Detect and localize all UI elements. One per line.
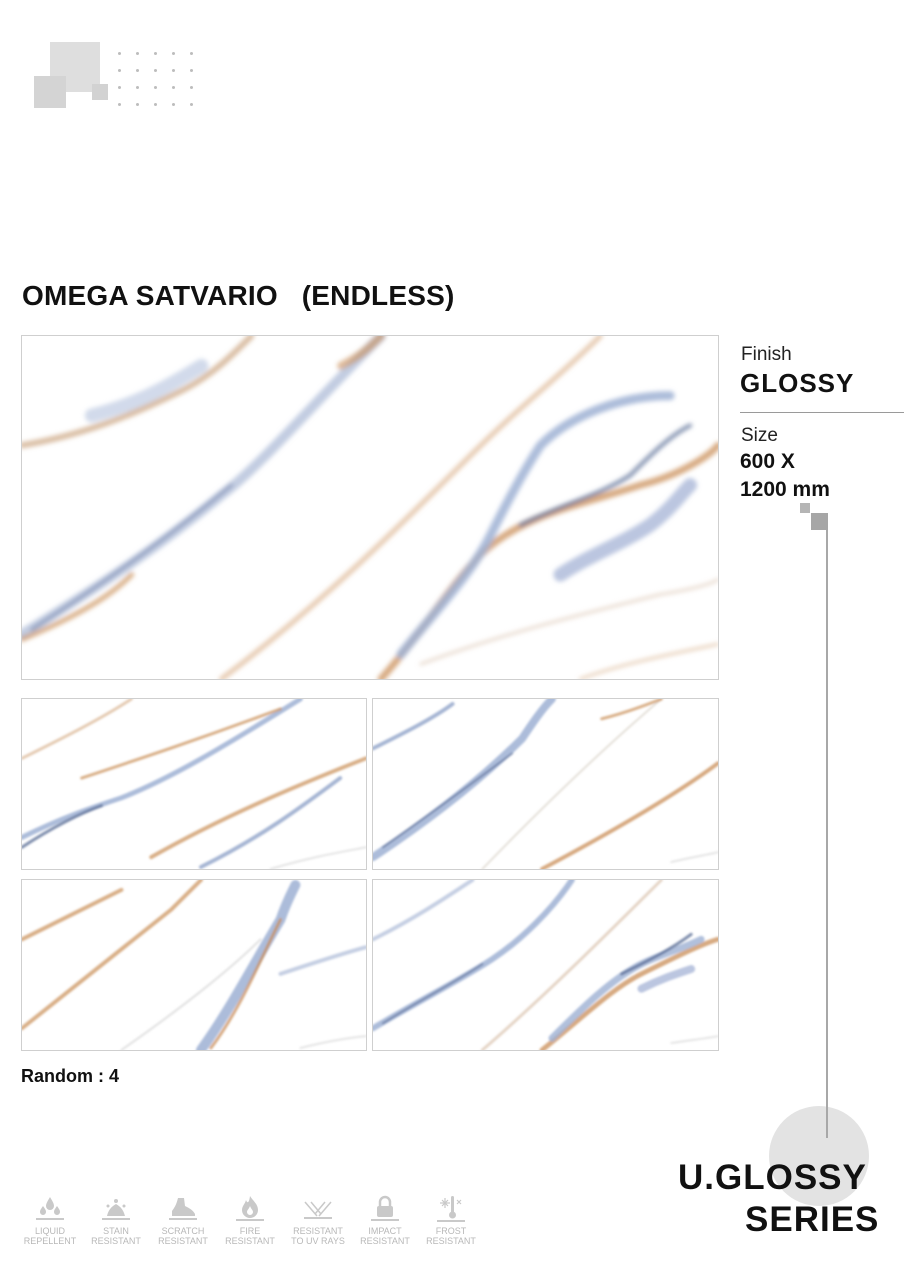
feature-label-line2: RESISTANT: [158, 1236, 208, 1246]
feature-uv-resistant: RESISTANT TO UV RAYS: [288, 1194, 348, 1246]
decor-circle: [769, 1106, 869, 1206]
tile-variant-1: [21, 698, 367, 870]
feature-label-line1: RESISTANT: [293, 1226, 343, 1236]
grid-dot: [172, 52, 175, 55]
decor-square-small: [800, 503, 810, 513]
feature-label-line1: LIQUID: [34, 1226, 65, 1236]
product-title: OMEGA SATVARIO (ENDLESS): [22, 280, 455, 311]
feature-label-line1: SCRATCH: [161, 1226, 205, 1236]
grid-dot: [136, 69, 139, 72]
size-value-line2: 1200 mm: [740, 478, 830, 501]
feature-fire-resistant: FIRE RESISTANT: [220, 1194, 280, 1246]
tile-variant-4: [372, 879, 719, 1051]
size-label: Size: [741, 425, 778, 446]
grid-dot: [136, 86, 139, 89]
dot-grid-decoration: [118, 52, 198, 108]
series-name-line2: SERIES: [745, 1200, 880, 1239]
feature-label-line2: RESISTANT: [91, 1236, 141, 1246]
size-value-line1: 600 X: [740, 450, 795, 473]
finish-label: Finish: [741, 344, 792, 365]
grid-dot: [118, 69, 121, 72]
grid-dot: [118, 103, 121, 106]
logo-square-small: [92, 84, 108, 100]
grid-dot: [190, 69, 193, 72]
tile-variant-2: [372, 698, 719, 870]
grid-dot: [190, 103, 193, 106]
feature-label-line2: REPELLENT: [23, 1236, 77, 1246]
stain-icon: [102, 1199, 130, 1220]
logo-square-medium: [34, 76, 66, 108]
grid-dot: [154, 69, 157, 72]
tile-main-preview: [21, 335, 719, 680]
padlock-icon: [371, 1195, 399, 1221]
grid-dot: [136, 52, 139, 55]
feature-label-line1: FROST: [435, 1226, 467, 1236]
feature-label-line1: FIRE: [239, 1226, 261, 1236]
grid-dot: [136, 103, 139, 106]
finish-value: GLOSSY: [740, 368, 855, 398]
grid-dot: [190, 52, 193, 55]
feature-stain-resistant: STAIN RESISTANT: [86, 1194, 146, 1246]
uv-rays-icon: [304, 1201, 332, 1219]
grid-dot: [118, 52, 121, 55]
liquid-drops-icon: [36, 1197, 64, 1220]
grid-dot: [172, 103, 175, 106]
series-name-line1: U.GLOSSY: [678, 1158, 867, 1197]
grid-dot: [172, 86, 175, 89]
shoe-icon: [169, 1198, 197, 1220]
spec-divider: [740, 412, 904, 413]
feature-liquid-repellent: LIQUID REPELLENT: [20, 1194, 80, 1246]
feature-label-line2: RESISTANT: [426, 1236, 476, 1246]
feature-impact-resistant: IMPACT RESISTANT: [355, 1194, 415, 1246]
random-count-label: Random : 4: [21, 1066, 120, 1086]
grid-dot: [172, 69, 175, 72]
grid-dot: [190, 86, 193, 89]
feature-label-line2: TO UV RAYS: [291, 1236, 345, 1246]
feature-label-line2: RESISTANT: [225, 1236, 275, 1246]
flame-icon: [236, 1196, 264, 1221]
decor-vertical-line: [826, 530, 828, 1138]
size-value: 600 X 1200 mm: [740, 448, 880, 504]
grid-dot: [154, 103, 157, 106]
feature-label-line2: RESISTANT: [360, 1236, 410, 1246]
brand-logo: [30, 40, 200, 115]
tile-variant-3: [21, 879, 367, 1051]
feature-scratch-resistant: SCRATCH RESISTANT: [153, 1194, 213, 1246]
feature-frost-resistant: FROST RESISTANT: [421, 1194, 481, 1246]
frost-icon: [437, 1196, 465, 1222]
grid-dot: [154, 52, 157, 55]
grid-dot: [118, 86, 121, 89]
decor-square-medium: [811, 513, 828, 530]
feature-label-line1: IMPACT: [368, 1226, 402, 1236]
grid-dot: [154, 86, 157, 89]
feature-label-line1: STAIN: [103, 1226, 129, 1236]
